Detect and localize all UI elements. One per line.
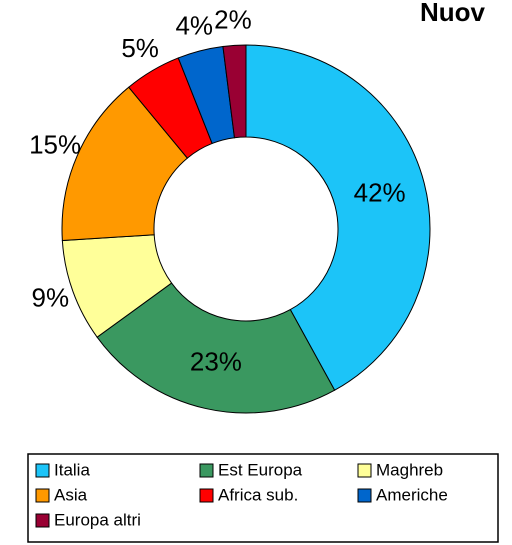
data-label: 9%	[32, 282, 70, 312]
legend-swatch	[35, 488, 50, 503]
legend-label: Africa sub.	[218, 485, 298, 504]
legend-label: Italia	[54, 460, 90, 479]
data-label: 15%	[29, 129, 81, 159]
data-label: 2%	[214, 4, 252, 34]
slice	[245, 44, 431, 391]
legend-label: Americhe	[376, 485, 448, 504]
legend-box	[27, 453, 499, 543]
legend-swatch	[35, 513, 50, 528]
legend-swatch	[357, 463, 372, 478]
data-label: 5%	[121, 33, 159, 63]
legend-label: Asia	[54, 485, 88, 504]
data-label: 42%	[354, 178, 406, 208]
chart-title: Nuov	[420, 0, 486, 27]
slice	[61, 86, 189, 242]
data-label: 4%	[175, 10, 213, 40]
legend-label: Maghreb	[376, 460, 443, 479]
legend-label: Europa altri	[54, 510, 141, 529]
slice	[222, 44, 247, 139]
legend-label: Est Europa	[218, 460, 303, 479]
slice	[96, 282, 336, 414]
legend-swatch	[35, 463, 50, 478]
legend-swatch	[199, 488, 214, 503]
data-label: 23%	[190, 347, 242, 377]
legend-swatch	[199, 463, 214, 478]
legend-swatch	[357, 488, 372, 503]
